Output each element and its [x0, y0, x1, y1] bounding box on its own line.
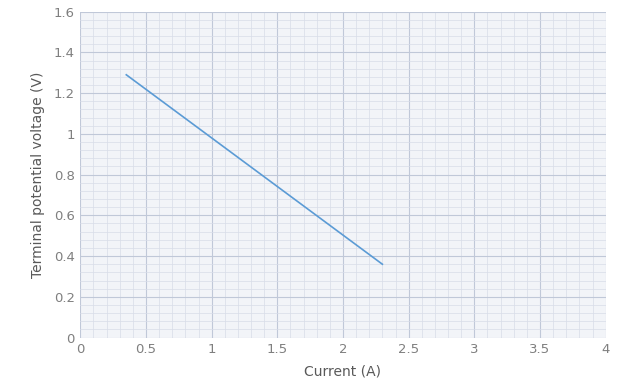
X-axis label: Current (A): Current (A) [305, 364, 381, 378]
Y-axis label: Terminal potential voltage (V): Terminal potential voltage (V) [32, 71, 45, 278]
